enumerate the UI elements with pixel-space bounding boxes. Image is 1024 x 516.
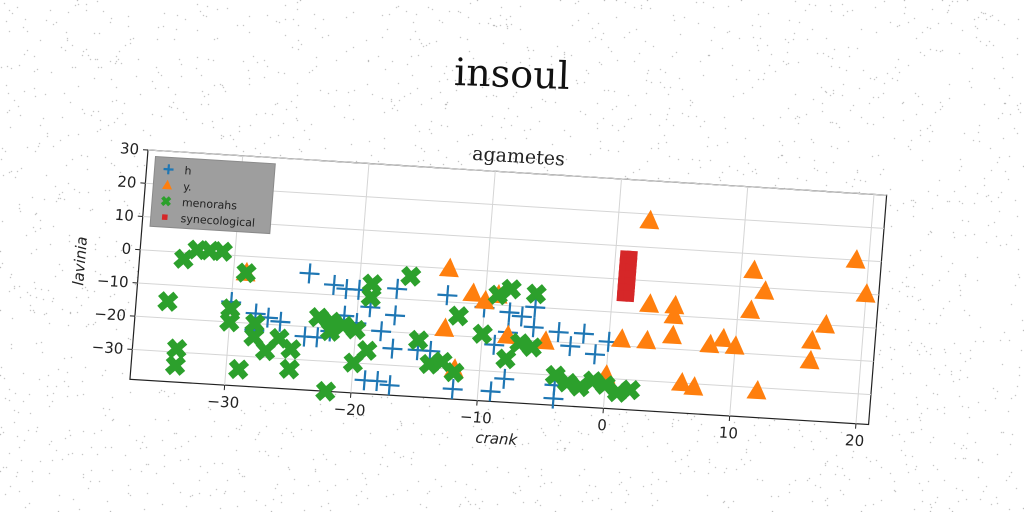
data-point xyxy=(345,355,361,371)
y-tick-label: 20 xyxy=(117,173,137,192)
y-tick-label: −10 xyxy=(96,271,129,291)
x-tick-label: 20 xyxy=(844,431,864,450)
x-tick-label: −30 xyxy=(207,392,240,412)
x-axis-label: crank xyxy=(475,429,519,450)
legend-marker xyxy=(162,214,168,220)
data-point xyxy=(238,265,254,281)
x-tick-label: 0 xyxy=(597,416,608,435)
legend-label: y. xyxy=(183,180,192,193)
y-axis-label: lavinia xyxy=(69,236,91,286)
data-point xyxy=(410,332,426,348)
data-point xyxy=(474,326,490,342)
chart-title: agametes xyxy=(471,143,565,171)
legend-marker xyxy=(162,197,170,205)
data-point xyxy=(450,308,466,324)
data-point xyxy=(322,324,338,340)
data-point xyxy=(503,281,519,297)
plot-area: −30 −20 −10 0 10 20 −30 −20 −10 0 10 20 30 agametes… xyxy=(58,119,888,470)
data-point xyxy=(281,361,297,377)
data-point xyxy=(622,382,638,398)
data-point xyxy=(528,286,544,302)
x-tick-label: −20 xyxy=(333,400,366,420)
data-point xyxy=(231,361,247,377)
y-tick-label: −30 xyxy=(91,338,124,358)
data-point xyxy=(257,343,273,359)
x-tick-label: 10 xyxy=(718,423,738,442)
data-point xyxy=(512,335,528,351)
data-point xyxy=(318,383,334,399)
data-point xyxy=(167,357,183,373)
data-point xyxy=(214,243,230,259)
y-tick-label: 0 xyxy=(121,240,132,259)
x-tick-label: −10 xyxy=(459,408,492,428)
data-point xyxy=(623,290,635,302)
data-point xyxy=(160,294,176,310)
data-point xyxy=(498,351,514,367)
data-point xyxy=(446,364,462,380)
data-point xyxy=(348,322,364,338)
data-point xyxy=(283,341,299,357)
y-tick-label: 10 xyxy=(114,206,134,225)
data-point xyxy=(364,276,380,292)
y-tick-label: 30 xyxy=(119,139,139,158)
legend-label: h xyxy=(184,164,192,177)
y-tick-label: −20 xyxy=(94,305,127,325)
data-point xyxy=(222,314,238,330)
data-point xyxy=(403,268,419,284)
data-point xyxy=(169,341,185,357)
